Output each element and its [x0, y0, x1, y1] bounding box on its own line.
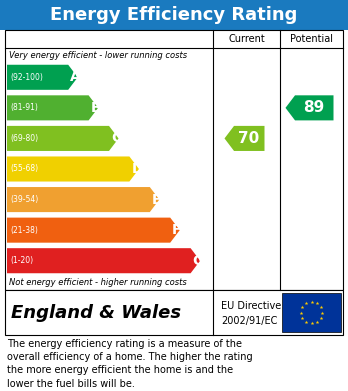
Polygon shape: [7, 126, 119, 151]
Text: England & Wales: England & Wales: [11, 303, 181, 321]
Text: 2002/91/EC: 2002/91/EC: [221, 316, 277, 326]
Text: (39-54): (39-54): [10, 195, 38, 204]
Text: 89: 89: [303, 100, 324, 115]
Bar: [282, 293, 341, 332]
Text: (92-100): (92-100): [10, 73, 43, 82]
Text: Very energy efficient - lower running costs: Very energy efficient - lower running co…: [9, 51, 187, 60]
Text: (69-80): (69-80): [10, 134, 38, 143]
Polygon shape: [224, 126, 264, 151]
Text: A: A: [70, 70, 81, 84]
Text: Potential: Potential: [290, 34, 333, 44]
Text: (55-68): (55-68): [10, 165, 38, 174]
Text: 70: 70: [238, 131, 259, 146]
Text: Not energy efficient - higher running costs: Not energy efficient - higher running co…: [9, 278, 187, 287]
Polygon shape: [7, 187, 159, 212]
Text: D: D: [132, 162, 143, 176]
Text: Energy Efficiency Rating: Energy Efficiency Rating: [50, 6, 298, 24]
Bar: [5, 30, 343, 290]
Text: (21-38): (21-38): [10, 226, 38, 235]
Text: F: F: [172, 223, 182, 237]
Text: Current: Current: [228, 34, 265, 44]
Text: C: C: [111, 131, 121, 145]
Polygon shape: [285, 95, 333, 120]
Bar: [0, 0, 348, 30]
Polygon shape: [7, 95, 98, 120]
Polygon shape: [7, 248, 200, 273]
Polygon shape: [7, 156, 139, 181]
Text: B: B: [90, 101, 101, 115]
Text: The energy efficiency rating is a measure of the
overall efficiency of a home. T: The energy efficiency rating is a measur…: [7, 339, 253, 389]
Bar: [5, 290, 343, 335]
Text: (1-20): (1-20): [10, 256, 33, 265]
Text: EU Directive: EU Directive: [221, 301, 281, 311]
Text: E: E: [152, 193, 161, 206]
Text: G: G: [192, 254, 204, 268]
Polygon shape: [7, 65, 78, 90]
Text: (81-91): (81-91): [10, 103, 38, 112]
Polygon shape: [7, 218, 180, 243]
